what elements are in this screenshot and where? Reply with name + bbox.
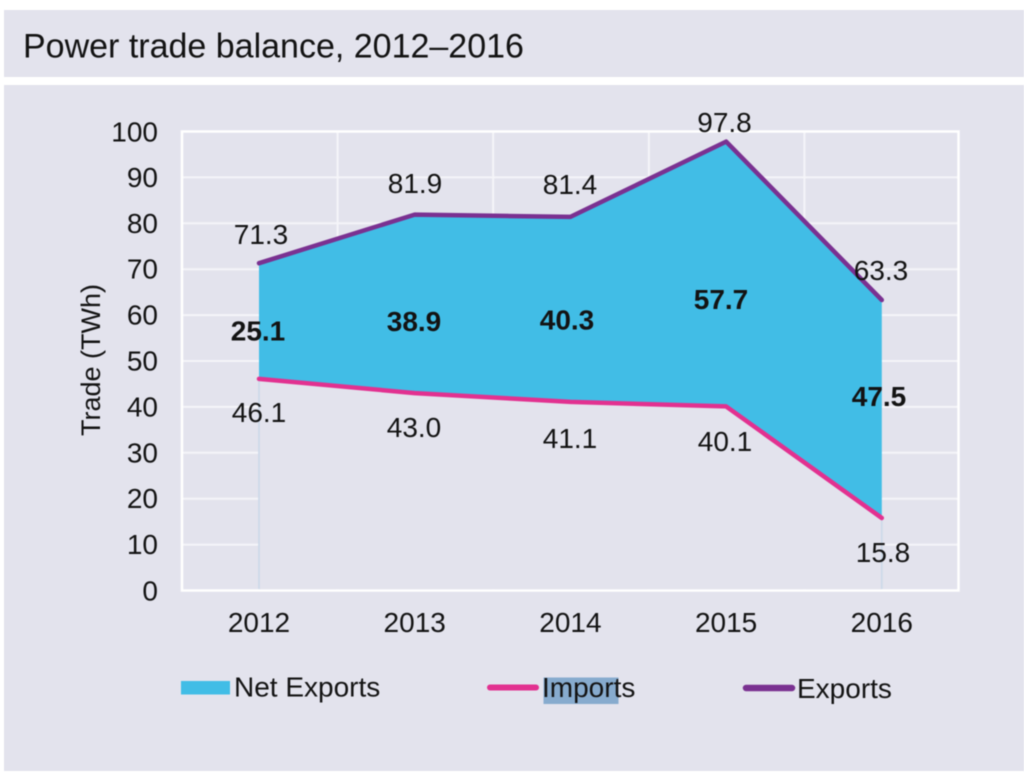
svg-text:41.1: 41.1 [543, 423, 598, 454]
svg-text:Imports: Imports [542, 672, 635, 703]
svg-text:10: 10 [127, 529, 158, 560]
svg-text:81.9: 81.9 [388, 168, 443, 199]
svg-text:2016: 2016 [851, 607, 913, 638]
svg-text:Power trade balance, 2012–2016: Power trade balance, 2012–2016 [23, 28, 524, 66]
svg-text:40.1: 40.1 [698, 426, 753, 457]
svg-text:30: 30 [127, 437, 158, 468]
svg-text:Net Exports: Net Exports [234, 672, 380, 703]
svg-text:Exports: Exports [797, 673, 892, 704]
svg-text:97.8: 97.8 [697, 107, 752, 138]
svg-text:2015: 2015 [695, 607, 757, 638]
svg-text:20: 20 [127, 483, 158, 514]
svg-text:40: 40 [127, 391, 158, 422]
svg-text:60: 60 [127, 300, 158, 331]
svg-text:90: 90 [127, 162, 158, 193]
svg-text:0: 0 [142, 576, 158, 607]
svg-text:43.0: 43.0 [387, 412, 442, 443]
svg-text:70: 70 [127, 254, 158, 285]
svg-text:2013: 2013 [384, 607, 446, 638]
svg-text:2014: 2014 [539, 607, 601, 638]
svg-text:46.1: 46.1 [232, 397, 287, 428]
svg-text:57.7: 57.7 [694, 284, 749, 315]
svg-text:71.3: 71.3 [234, 219, 289, 250]
svg-text:100: 100 [111, 117, 158, 148]
svg-text:25.1: 25.1 [231, 316, 286, 347]
svg-text:38.9: 38.9 [387, 306, 442, 337]
svg-text:63.3: 63.3 [854, 255, 909, 286]
svg-text:47.5: 47.5 [852, 381, 907, 412]
svg-text:50: 50 [127, 346, 158, 377]
svg-text:15.8: 15.8 [856, 537, 911, 568]
svg-text:2012: 2012 [228, 607, 290, 638]
svg-text:80: 80 [127, 208, 158, 239]
svg-text:Trade (TWh): Trade (TWh) [76, 284, 106, 436]
svg-text:81.4: 81.4 [543, 169, 598, 200]
svg-text:40.3: 40.3 [540, 305, 595, 336]
